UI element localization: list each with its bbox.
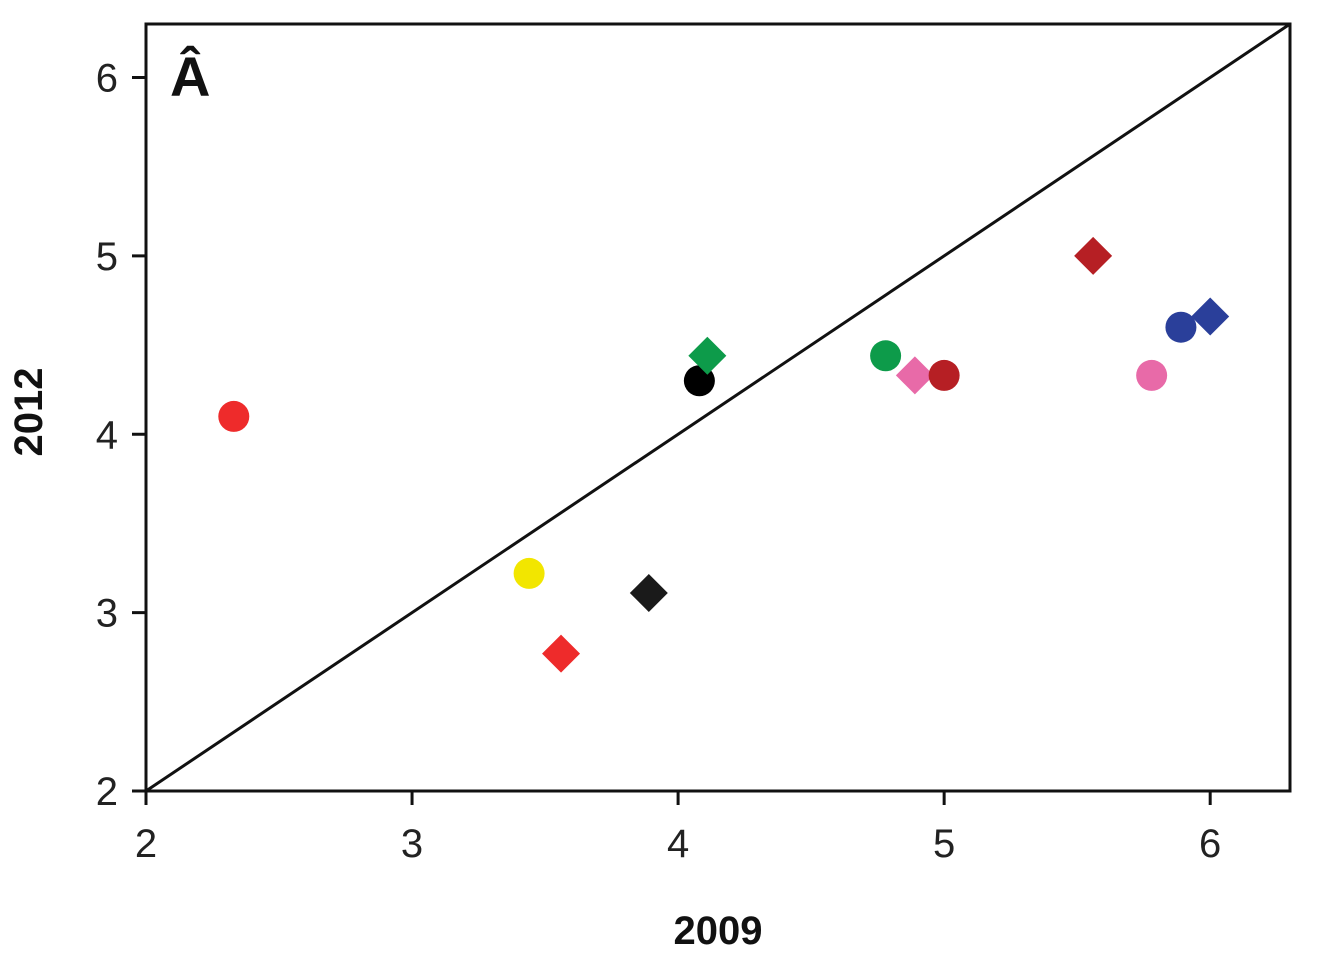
data-point-circle [870, 340, 902, 372]
y-tick-label: 2 [96, 770, 118, 814]
panel-label: Â [170, 45, 210, 108]
y-tick-label: 5 [96, 235, 118, 279]
data-point-diamond [1074, 236, 1113, 275]
x-tick-label: 5 [933, 822, 955, 866]
y-tick-label: 3 [96, 592, 118, 636]
data-point-diamond [629, 574, 668, 613]
x-axis: 2 3 4 5 6 [135, 791, 1221, 866]
y-axis: 2 3 4 5 6 [96, 57, 146, 814]
y-tick-label: 4 [96, 413, 118, 457]
data-point-circle [1165, 311, 1197, 343]
data-point-diamond [1191, 297, 1230, 336]
data-points [218, 236, 1230, 673]
y-tick-label: 6 [96, 57, 118, 101]
data-point-diamond [542, 634, 581, 673]
identity-reference-line [145, 22, 1291, 793]
data-point-diamond [895, 356, 934, 395]
x-tick-label: 4 [667, 822, 689, 866]
data-point-diamond [688, 336, 727, 375]
x-tick-label: 6 [1199, 822, 1221, 866]
y-axis-title: 2012 [7, 368, 51, 457]
x-tick-label: 2 [135, 822, 157, 866]
data-point-circle [1136, 359, 1168, 391]
data-point-circle [513, 557, 545, 589]
plot-frame [144, 22, 1292, 793]
data-point-circle [218, 400, 250, 432]
data-point-circle [928, 359, 960, 391]
x-axis-title: 2009 [674, 909, 763, 953]
x-tick-label: 3 [401, 822, 423, 866]
